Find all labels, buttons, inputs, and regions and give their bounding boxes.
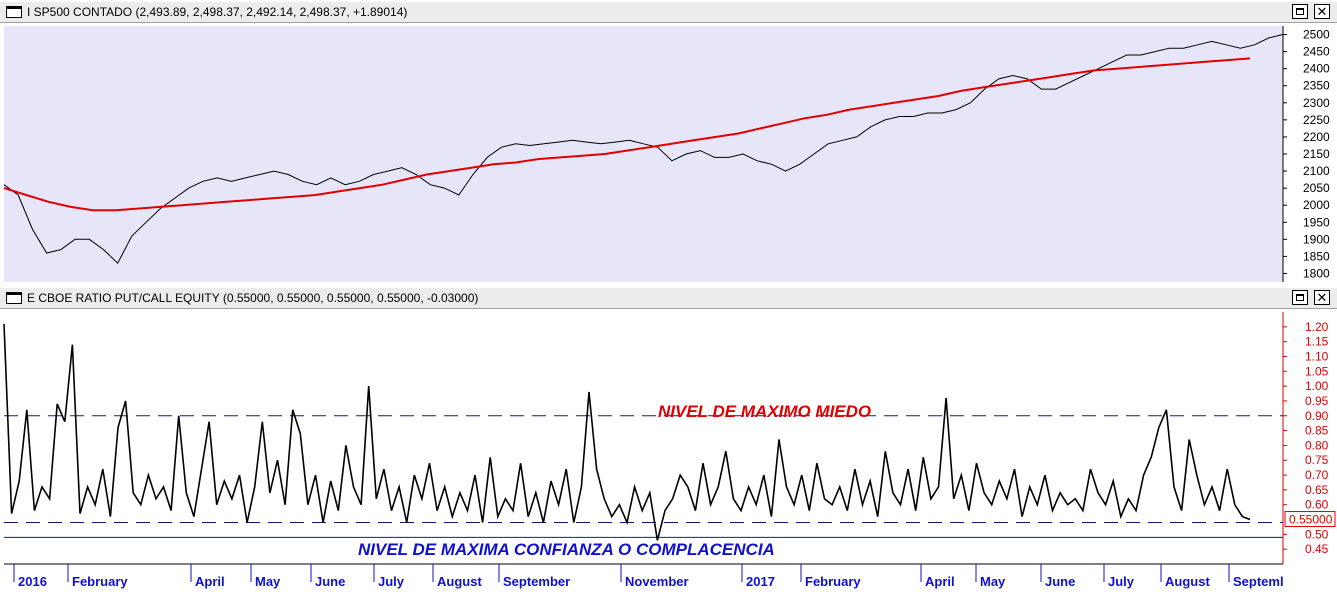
- month-label: February: [805, 574, 861, 589]
- month-label: September: [503, 574, 570, 589]
- sp500-panel-title: I SP500 CONTADO (2,493.89, 2,498.37, 2,4…: [27, 5, 408, 19]
- month-label: February: [72, 574, 128, 589]
- sp500-y-tick-label: 1950: [1303, 215, 1330, 229]
- fear-level-label: NIVEL DE MAXIMO MIEDO: [658, 402, 872, 421]
- month-label: May: [255, 574, 281, 589]
- putcall-y-tick-label: 1.15: [1305, 335, 1329, 349]
- sp500-y-tick-label: 2500: [1303, 28, 1330, 42]
- sp500-y-tick-label: 1850: [1303, 249, 1330, 263]
- sp500-y-tick-label: 2050: [1303, 181, 1330, 195]
- putcall-y-tick-label: 0.75: [1305, 453, 1329, 467]
- sp500-moving-average-line: [3, 57, 1251, 212]
- putcall-y-tick-label: 0.95: [1305, 394, 1329, 408]
- sp500-y-tick-label: 2450: [1303, 45, 1330, 59]
- sp500-y-tick-label: 2200: [1303, 130, 1330, 144]
- close-button[interactable]: ✕: [1314, 290, 1330, 305]
- close-button[interactable]: ✕: [1314, 4, 1330, 19]
- sp500-plot-area: [4, 26, 1283, 282]
- month-label: April: [195, 574, 225, 589]
- putcall-plot-area: [4, 312, 1283, 564]
- last-value-label: 0.55000: [1289, 513, 1333, 527]
- month-label: June: [1045, 574, 1075, 589]
- putcall-chart: 1.201.151.101.051.000.950.900.850.800.75…: [3, 312, 1336, 589]
- sp500-price-line: [3, 34, 1284, 265]
- sp500-panel-header: I SP500 CONTADO (2,493.89, 2,498.37, 2,4…: [0, 2, 1337, 23]
- putcall-y-tick-label: 0.80: [1305, 438, 1329, 452]
- month-label: Septeml: [1233, 574, 1284, 589]
- sp500-y-tick-label: 2300: [1303, 96, 1330, 110]
- putcall-y-tick-label: 0.70: [1305, 468, 1329, 482]
- putcall-y-tick-label: 0.90: [1305, 409, 1329, 423]
- maximize-button[interactable]: [1292, 4, 1308, 19]
- putcall-y-tick-label: 1.05: [1305, 364, 1329, 378]
- sp500-chart: 2500 2450 2400 2350 2300 2250 2200 2150 2100 2050…: [3, 26, 1330, 282]
- confidence-level-label: NIVEL DE MAXIMA CONFIANZA O COMPLACENCIA: [358, 540, 775, 559]
- putcall-y-tick-label: 0.50: [1305, 527, 1329, 541]
- month-label: May: [980, 574, 1006, 589]
- sp500-y-tick-label: 2150: [1303, 147, 1330, 161]
- month-label: 2016: [18, 574, 47, 589]
- month-label: August: [1165, 574, 1210, 589]
- month-label: November: [625, 574, 689, 589]
- sp500-y-tick-label: 1900: [1303, 232, 1330, 246]
- month-label: June: [315, 574, 345, 589]
- putcall-y-tick-label: 0.85: [1305, 424, 1329, 438]
- document-icon: [6, 292, 22, 304]
- sp500-y-tick-label: 2000: [1303, 198, 1330, 212]
- putcall-y-tick-label: 1.20: [1305, 320, 1329, 334]
- month-label: July: [378, 574, 405, 589]
- sp500-y-tick-label: 1800: [1303, 266, 1330, 280]
- putcall-ratio-line: [3, 323, 1251, 541]
- last-value-badge: [1284, 511, 1336, 528]
- sp500-y-tick-label: 2100: [1303, 164, 1330, 178]
- putcall-y-tick-label: 0.60: [1305, 498, 1329, 512]
- putcall-panel-title: E CBOE RATIO PUT/CALL EQUITY (0.55000, 0…: [27, 291, 479, 305]
- putcall-y-tick-label: 0.65: [1305, 483, 1329, 497]
- putcall-y-tick-label: 1.10: [1305, 349, 1329, 363]
- document-icon: [6, 6, 22, 18]
- maximize-button[interactable]: [1292, 290, 1308, 305]
- sp500-y-tick-label: 2250: [1303, 113, 1330, 127]
- month-label: July: [1108, 574, 1135, 589]
- putcall-y-tick-label: 0.45: [1305, 542, 1329, 556]
- sp500-y-tick-label: 2350: [1303, 79, 1330, 93]
- putcall-y-tick-label: 1.00: [1305, 379, 1329, 393]
- month-label: April: [925, 574, 955, 589]
- month-label: August: [437, 574, 482, 589]
- sp500-y-tick-label: 2400: [1303, 62, 1330, 76]
- putcall-panel-header: E CBOE RATIO PUT/CALL EQUITY (0.55000, 0…: [0, 288, 1337, 309]
- month-label: 2017: [746, 574, 775, 589]
